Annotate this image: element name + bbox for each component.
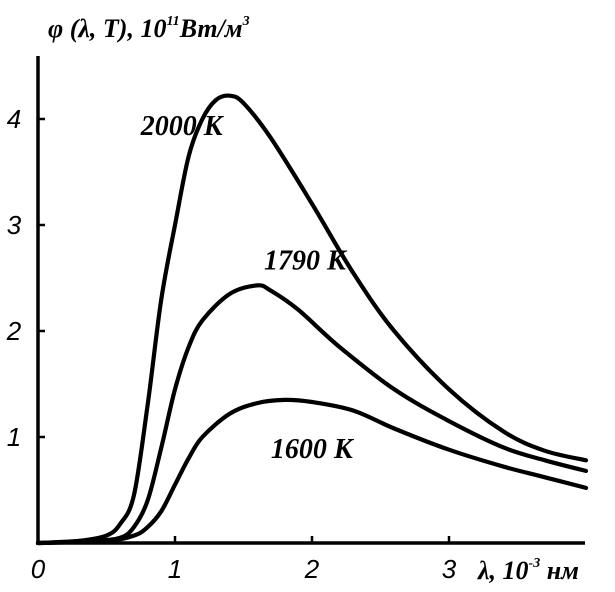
annotations: 2000 К 1790 К 1600 К (140, 111, 355, 465)
ticks: 0 1 2 3 1 2 3 4 (6, 104, 457, 584)
y-tick-label: 1 (7, 422, 21, 452)
series-line-2000k (35, 93, 589, 546)
series-label: 2000 К (140, 111, 225, 142)
series-line-1600k (35, 397, 589, 546)
y-tick-label: 3 (7, 210, 22, 240)
series-label: 1600 К (271, 434, 355, 465)
x-tick-label: 3 (442, 554, 457, 584)
x-tick-label: 0 (31, 554, 46, 584)
y-axis-title: φ (λ, T), 1011Вт/м3 (48, 14, 250, 43)
y-tick-label: 4 (7, 104, 21, 134)
x-axis-title: λ, 10-3 нм (477, 556, 579, 585)
x-tick-label: 1 (168, 554, 182, 584)
curves (35, 93, 589, 546)
series-label: 1790 К (264, 246, 348, 277)
y-tick-label: 2 (6, 316, 22, 346)
x-tick-label: 2 (304, 554, 320, 584)
series-line-1790k (35, 283, 589, 546)
